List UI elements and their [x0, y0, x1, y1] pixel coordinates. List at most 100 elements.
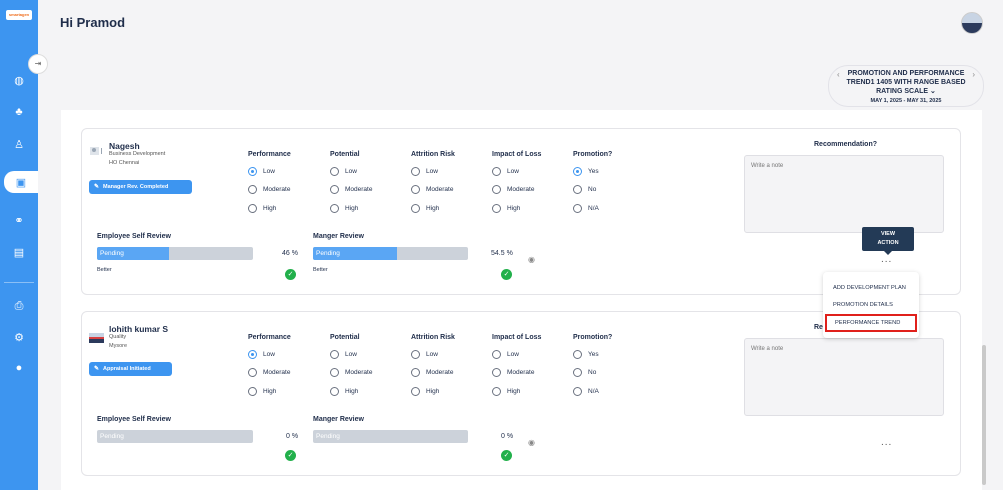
more-options-icon[interactable]: ... — [881, 437, 893, 448]
promotion-no-option[interactable]: No — [573, 368, 596, 377]
potential-high-option[interactable]: High — [330, 204, 358, 213]
promotion-na-option[interactable]: N/A — [573, 204, 599, 213]
radio-icon[interactable] — [330, 387, 339, 396]
attrition-moderate-option[interactable]: Moderate — [411, 185, 453, 194]
impact-high-option[interactable]: High — [492, 204, 520, 213]
menu-item-promotion-details[interactable]: PROMOTION DETAILS — [833, 302, 893, 308]
radio-icon[interactable] — [248, 368, 257, 377]
avatar[interactable] — [961, 12, 983, 34]
promotion-no-option[interactable]: No — [573, 185, 596, 194]
chevron-left-icon[interactable]: ‹ — [837, 70, 840, 79]
impact-low-option[interactable]: Low — [492, 167, 519, 176]
globe-icon[interactable]: ◍ — [14, 74, 24, 87]
impact-moderate-option[interactable]: Moderate — [492, 185, 534, 194]
user-icon[interactable]: ● — [15, 362, 23, 374]
impact-moderate-option[interactable]: Moderate — [492, 368, 534, 377]
radio-icon[interactable] — [411, 185, 420, 194]
potential-moderate-option[interactable]: Moderate — [330, 368, 372, 377]
radio-icon[interactable] — [411, 350, 420, 359]
self-review-percent: 46 % — [282, 250, 298, 257]
performance-high-option[interactable]: High — [248, 387, 276, 396]
self-review-heading: Employee Self Review — [97, 416, 171, 423]
org-icon[interactable]: ♙ — [14, 138, 24, 151]
radio-icon[interactable] — [330, 204, 339, 213]
radio-icon[interactable] — [248, 204, 257, 213]
impact-high-option[interactable]: High — [492, 387, 520, 396]
potential-low-option[interactable]: Low — [330, 167, 357, 176]
radio-icon[interactable] — [411, 387, 420, 396]
self-review-progress: Pending — [97, 247, 253, 260]
attrition-heading: Attrition Risk — [411, 334, 455, 341]
eye-icon[interactable]: ◉ — [528, 438, 535, 447]
potential-high-option[interactable]: High — [330, 387, 358, 396]
radio-icon[interactable] — [573, 350, 582, 359]
radio-icon[interactable] — [492, 185, 501, 194]
review-icon[interactable]: ▣ — [4, 171, 38, 193]
radio-icon[interactable] — [248, 387, 257, 396]
radio-icon[interactable] — [573, 387, 582, 396]
document-icon[interactable]: ▤ — [13, 246, 25, 259]
promotion-na-option[interactable]: N/A — [573, 387, 599, 396]
scrollbar[interactable] — [982, 345, 986, 485]
performance-heading: Performance — [248, 334, 291, 341]
attrition-low-option[interactable]: Low — [411, 167, 438, 176]
self-review-percent: 0 % — [286, 433, 299, 440]
radio-icon[interactable] — [492, 204, 501, 213]
check-icon: ✓ — [285, 450, 296, 461]
cycle-selector[interactable]: ‹ › PROMOTION AND PERFORMANCE TREND1 140… — [828, 65, 984, 107]
promotion-yes-option[interactable]: Yes — [573, 350, 599, 359]
attrition-high-option[interactable]: High — [411, 204, 439, 213]
radio-icon[interactable] — [492, 350, 501, 359]
status-badge: Appraisal Initiated — [89, 362, 172, 376]
menu-item-performance-trend[interactable]: PERFORMANCE TREND — [825, 314, 917, 332]
potential-moderate-option[interactable]: Moderate — [330, 185, 372, 194]
radio-icon[interactable] — [411, 204, 420, 213]
radio-icon[interactable] — [573, 185, 582, 194]
check-icon: ✓ — [285, 269, 296, 280]
recommendation-input[interactable] — [744, 338, 944, 416]
performance-low-option[interactable]: Low — [248, 167, 275, 176]
progress-label: Pending — [316, 250, 340, 257]
radio-icon[interactable] — [492, 387, 501, 396]
collapse-sidebar-icon[interactable]: ⇥ — [28, 54, 48, 74]
printer-icon[interactable]: ⎙ — [14, 299, 24, 312]
gear-icon[interactable]: ⚙ — [14, 331, 24, 344]
progress-label: Pending — [100, 250, 124, 257]
performance-moderate-option[interactable]: Moderate — [248, 185, 290, 194]
chevron-right-icon[interactable]: › — [972, 70, 975, 79]
radio-selected-icon[interactable] — [248, 167, 257, 176]
attrition-high-option[interactable]: High — [411, 387, 439, 396]
potential-low-option[interactable]: Low — [330, 350, 357, 359]
radio-selected-icon[interactable] — [573, 167, 582, 176]
recommendation-input[interactable] — [744, 155, 944, 233]
radio-icon[interactable] — [492, 167, 501, 176]
manager-review-progress: Pending — [313, 430, 468, 443]
performance-moderate-option[interactable]: Moderate — [248, 368, 290, 377]
radio-icon[interactable] — [411, 167, 420, 176]
attrition-low-option[interactable]: Low — [411, 350, 438, 359]
promotion-yes-option[interactable]: Yes — [573, 167, 599, 176]
attrition-moderate-option[interactable]: Moderate — [411, 368, 453, 377]
radio-icon[interactable] — [330, 167, 339, 176]
radio-icon[interactable] — [573, 204, 582, 213]
radio-icon[interactable] — [411, 368, 420, 377]
radio-icon[interactable] — [330, 185, 339, 194]
progress-label: Pending — [316, 433, 340, 440]
radio-selected-icon[interactable] — [248, 350, 257, 359]
performance-high-option[interactable]: High — [248, 204, 276, 213]
recommendation-heading: Recommendation? — [814, 141, 878, 148]
team-icon[interactable]: ♣ — [15, 106, 23, 118]
radio-icon[interactable] — [330, 350, 339, 359]
manager-review-rating: Better — [313, 267, 328, 273]
handshake-icon[interactable]: ⚭ — [14, 214, 24, 227]
radio-icon[interactable] — [330, 368, 339, 377]
menu-item-add-development-plan[interactable]: ADD DEVELOPMENT PLAN — [833, 285, 906, 291]
eye-icon[interactable]: ◉ — [528, 255, 535, 264]
radio-icon[interactable] — [248, 185, 257, 194]
radio-icon[interactable] — [492, 368, 501, 377]
radio-icon[interactable] — [573, 368, 582, 377]
performance-heading: Performance — [248, 151, 291, 158]
performance-low-option[interactable]: Low — [248, 350, 275, 359]
more-options-icon[interactable]: ... — [881, 254, 893, 265]
impact-low-option[interactable]: Low — [492, 350, 519, 359]
